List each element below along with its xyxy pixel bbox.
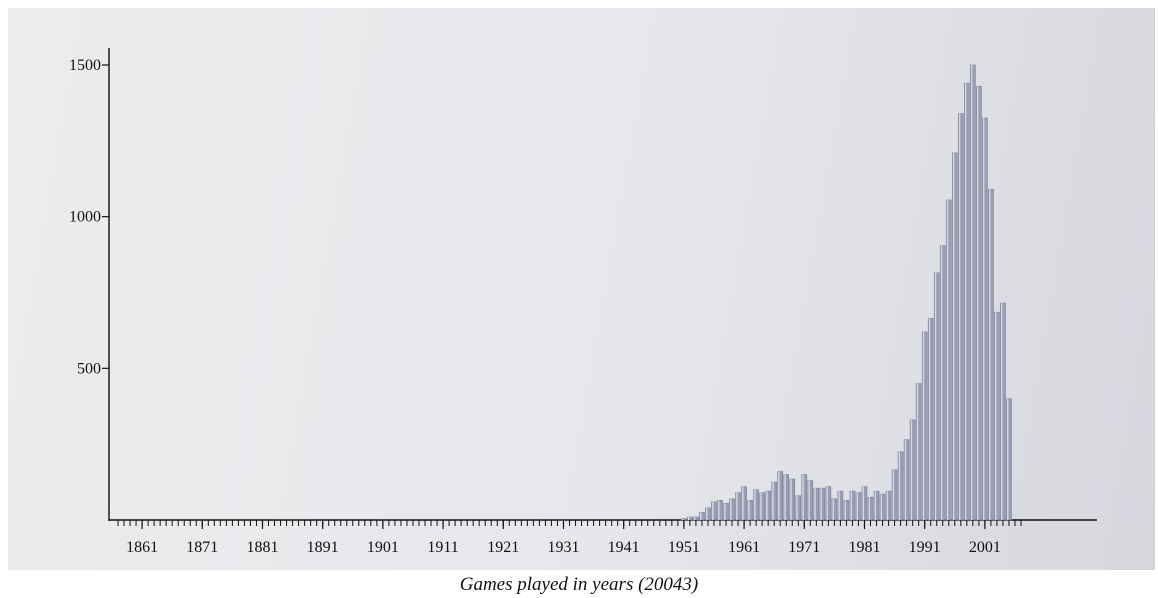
bar-highlight [706, 507, 708, 520]
games-per-year-chart: 500 1000 1500 1861 1871 1881 1891 1901 1911 1921 1… [69, 48, 1097, 556]
bar-highlight [880, 494, 883, 520]
x-tick-label: 2001 [969, 539, 1001, 556]
bar-highlight [850, 491, 852, 520]
bar-highlight [700, 512, 702, 520]
bar-highlight [814, 488, 816, 520]
bar-highlight [958, 113, 961, 521]
bar-highlight [681, 518, 684, 520]
bar-highlight [922, 331, 925, 520]
bar-highlight [946, 199, 949, 520]
chart-panel [8, 8, 1155, 570]
bar-highlight [784, 474, 786, 520]
bar-highlight [790, 479, 792, 520]
bar-highlight [730, 498, 732, 520]
bar-highlight [736, 492, 738, 520]
bar-highlight [844, 500, 846, 520]
bar-highlight [910, 419, 913, 520]
bar-highlight [802, 474, 804, 520]
bar-highlight [982, 118, 985, 520]
y-tick-label: 1500 [69, 57, 101, 74]
bar-highlight [718, 500, 720, 520]
ticks [102, 64, 1022, 529]
bar-highlight [898, 451, 901, 520]
bar-highlight [766, 491, 768, 520]
bar-highlight [760, 492, 762, 520]
x-tick-label: 1961 [728, 539, 760, 556]
bar-highlight [874, 491, 877, 520]
bar-highlight [988, 189, 991, 520]
bar-highlight [724, 503, 726, 520]
bar-highlight [808, 480, 810, 520]
bar-highlight [868, 497, 870, 520]
x-tick-label: 1861 [126, 539, 158, 556]
chart-caption: Games played in years (20043) [459, 574, 699, 595]
x-tick-label: 1941 [608, 539, 640, 556]
bar-highlight [964, 83, 967, 520]
bar-highlight [754, 489, 756, 520]
x-tick-label: 1881 [246, 539, 278, 556]
bar-highlight [940, 245, 943, 520]
bar-highlight [856, 492, 858, 520]
bar-highlight [1007, 398, 1009, 520]
bar-highlight [928, 318, 931, 520]
bar-highlight [694, 516, 696, 520]
bar-highlight [886, 491, 889, 520]
y-tick-label: 500 [77, 360, 101, 377]
bar-highlight [742, 486, 744, 520]
bar-highlight [826, 486, 828, 520]
bar-highlight [712, 501, 714, 520]
x-tick-label: 1911 [427, 539, 458, 556]
bar-highlight [970, 65, 973, 520]
bar-highlight [772, 482, 774, 520]
bar-highlight [862, 486, 864, 520]
x-tick-label: 1971 [788, 539, 820, 556]
bar-highlight [995, 312, 997, 520]
bar-highlight [904, 439, 907, 520]
x-tick-label: 1951 [668, 539, 700, 556]
x-tick-label: 1931 [547, 539, 579, 556]
x-tick-label: 1901 [367, 539, 399, 556]
bar-highlight [892, 469, 895, 520]
y-tick-label: 1000 [69, 209, 101, 226]
bar-highlight [952, 152, 955, 520]
bar-highlight [832, 498, 834, 520]
bar-highlight [976, 86, 979, 520]
bar-highlight [778, 471, 780, 520]
x-tick-label: 1871 [186, 539, 218, 556]
tick-labels: 500 1000 1500 1861 1871 1881 1891 1901 1911 1921 1… [69, 57, 1001, 556]
bar-highlight [916, 383, 919, 520]
x-tick-label: 1991 [909, 539, 941, 556]
bar-highlight [820, 488, 822, 520]
bar-highlight [748, 500, 750, 520]
bar-highlight [1001, 303, 1003, 520]
bar-highlight [838, 491, 840, 520]
x-tick-label: 1981 [848, 539, 880, 556]
bar-highlight [796, 495, 798, 520]
bar-highlight [934, 272, 937, 520]
x-tick-label: 1891 [307, 539, 339, 556]
bars [681, 64, 1012, 521]
x-tick-label: 1921 [487, 539, 519, 556]
bar-highlight [687, 516, 690, 520]
